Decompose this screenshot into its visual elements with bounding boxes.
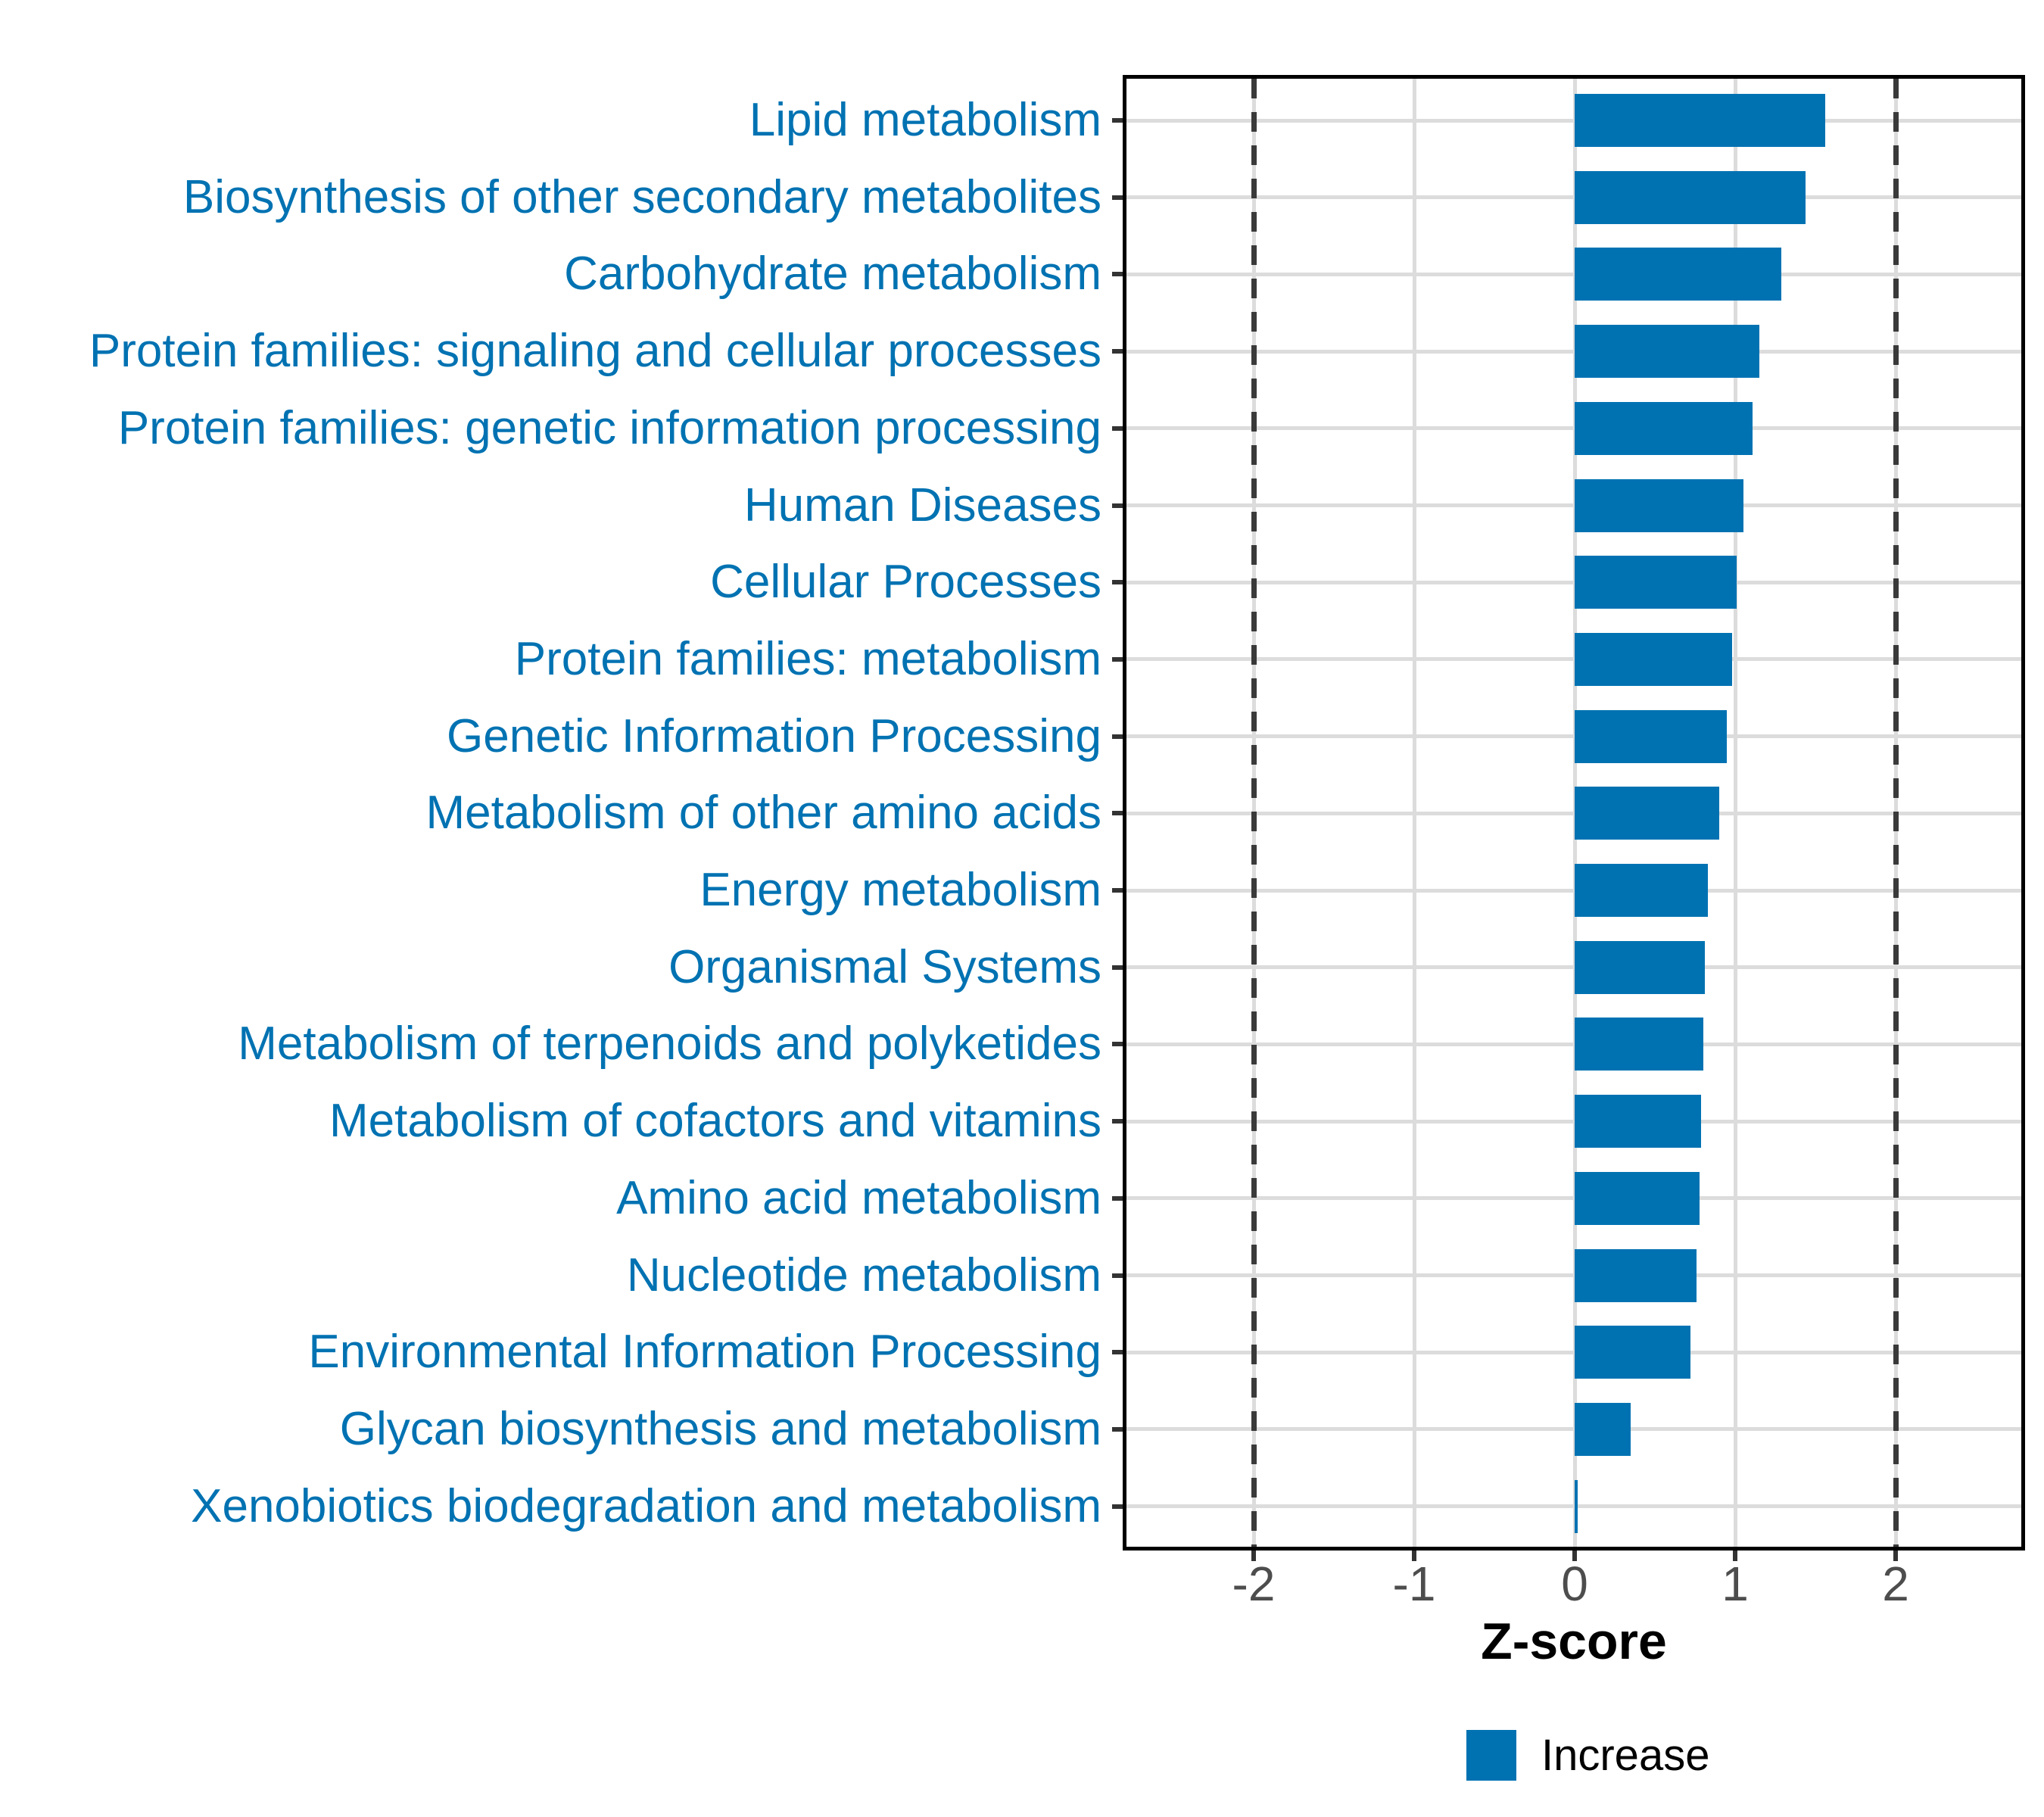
bar <box>1575 1479 1578 1533</box>
y-axis-tick <box>1112 195 1123 200</box>
y-axis-label: Metabolism of terpenoids and polyketides <box>238 1018 1101 1071</box>
y-axis-tick <box>1112 656 1123 662</box>
plot-area <box>1126 79 2021 1547</box>
x-axis-tick <box>1412 1551 1416 1561</box>
y-axis-label: Metabolism of cofactors and vitamins <box>329 1095 1101 1148</box>
y-axis-label: Protein families: genetic information pr… <box>117 401 1101 454</box>
y-axis-label: Metabolism of other amino acids <box>425 787 1101 840</box>
y-axis-label: Cellular Processes <box>710 556 1101 609</box>
y-axis-tick <box>1112 1426 1123 1432</box>
x-axis-tick-label: 1 <box>1722 1557 1749 1611</box>
y-axis-tick <box>1112 1273 1123 1278</box>
bar <box>1575 556 1737 609</box>
y-axis-tick <box>1112 118 1123 123</box>
y-axis-tick <box>1112 734 1123 739</box>
gridline-horizontal <box>1126 426 2021 431</box>
gridline-horizontal <box>1126 272 2021 276</box>
bar <box>1575 1326 1690 1379</box>
gridline-horizontal <box>1126 580 2021 584</box>
y-axis-label: Carbohydrate metabolism <box>564 248 1101 301</box>
gridline-horizontal <box>1126 503 2021 507</box>
gridline-horizontal <box>1126 1196 2021 1201</box>
x-axis-tick <box>1733 1551 1737 1561</box>
gridline-horizontal <box>1126 1350 2021 1354</box>
legend: Increase <box>1466 1730 1709 1781</box>
y-axis-label: Xenobiotics biodegradation and metabolis… <box>191 1479 1101 1532</box>
bar <box>1575 632 1732 686</box>
y-axis-label: Protein families: signaling and cellular… <box>89 325 1101 378</box>
gridline-horizontal <box>1126 1273 2021 1277</box>
bar <box>1575 940 1705 994</box>
y-axis-tick <box>1112 811 1123 816</box>
reference-line <box>1893 79 1899 1547</box>
plot-panel <box>1123 75 2025 1551</box>
y-axis-tick <box>1112 272 1123 277</box>
x-axis-tick-label: 2 <box>1882 1557 1909 1611</box>
y-axis-label: Organismal Systems <box>668 940 1101 993</box>
bar <box>1575 864 1708 917</box>
x-axis-tick <box>1251 1551 1256 1561</box>
bar <box>1575 1402 1631 1456</box>
bar <box>1575 401 1753 455</box>
y-axis-label: Nucleotide metabolism <box>626 1248 1101 1301</box>
gridline-horizontal <box>1126 349 2021 354</box>
bar <box>1575 325 1759 379</box>
bar <box>1575 1018 1703 1071</box>
reference-line <box>1251 79 1257 1547</box>
y-axis-tick <box>1112 1042 1123 1047</box>
x-axis-tick <box>1893 1551 1898 1561</box>
x-axis-tick-label: -1 <box>1392 1557 1436 1611</box>
y-axis-tick <box>1112 1195 1123 1201</box>
y-axis-tick <box>1112 1119 1123 1124</box>
bar <box>1575 478 1743 532</box>
gridline-horizontal <box>1126 657 2021 662</box>
y-axis-tick <box>1112 349 1123 354</box>
gridline-horizontal <box>1126 734 2021 739</box>
bar <box>1575 1171 1700 1225</box>
y-axis-label: Human Diseases <box>743 478 1101 531</box>
x-axis-title: Z-score <box>1481 1613 1667 1670</box>
gridline-horizontal <box>1126 1427 2021 1432</box>
y-axis-tick <box>1112 425 1123 431</box>
y-axis-label: Environmental Information Processing <box>308 1326 1101 1379</box>
y-axis-label: Energy metabolism <box>700 864 1101 916</box>
y-axis-label: Biosynthesis of other secondary metaboli… <box>182 170 1101 223</box>
y-axis-tick <box>1112 1504 1123 1509</box>
bar <box>1575 248 1782 301</box>
bar <box>1575 787 1719 840</box>
x-axis-tick <box>1572 1551 1577 1561</box>
y-axis-tick <box>1112 1350 1123 1355</box>
y-axis-tick <box>1112 888 1123 893</box>
legend-swatch-increase-icon <box>1466 1730 1516 1781</box>
y-axis-label: Genetic Information Processing <box>447 709 1101 762</box>
y-axis-label: Glycan biosynthesis and metabolism <box>339 1402 1101 1455</box>
bar <box>1575 1248 1697 1302</box>
y-axis-label: Amino acid metabolism <box>616 1171 1101 1224</box>
gridline-horizontal <box>1126 118 2021 123</box>
gridline-horizontal <box>1126 965 2021 970</box>
y-axis-tick <box>1112 965 1123 970</box>
gridline-horizontal <box>1126 195 2021 200</box>
bar <box>1575 1095 1702 1148</box>
legend-label: Increase <box>1541 1731 1710 1780</box>
y-axis-label: Protein families: metabolism <box>514 632 1101 685</box>
gridline-horizontal <box>1126 811 2021 815</box>
y-axis-label: Lipid metabolism <box>749 94 1101 146</box>
gridline-horizontal <box>1126 888 2021 893</box>
x-axis-tick-label: -2 <box>1232 1557 1276 1611</box>
gridline-horizontal <box>1126 1504 2021 1509</box>
bar <box>1575 94 1825 147</box>
bar <box>1575 170 1806 224</box>
bar <box>1575 709 1728 763</box>
y-axis-tick <box>1112 503 1123 508</box>
gridline-horizontal <box>1126 1042 2021 1046</box>
x-axis-tick-label: 0 <box>1561 1557 1588 1611</box>
y-axis-tick <box>1112 580 1123 585</box>
gridline-horizontal <box>1126 1119 2021 1124</box>
